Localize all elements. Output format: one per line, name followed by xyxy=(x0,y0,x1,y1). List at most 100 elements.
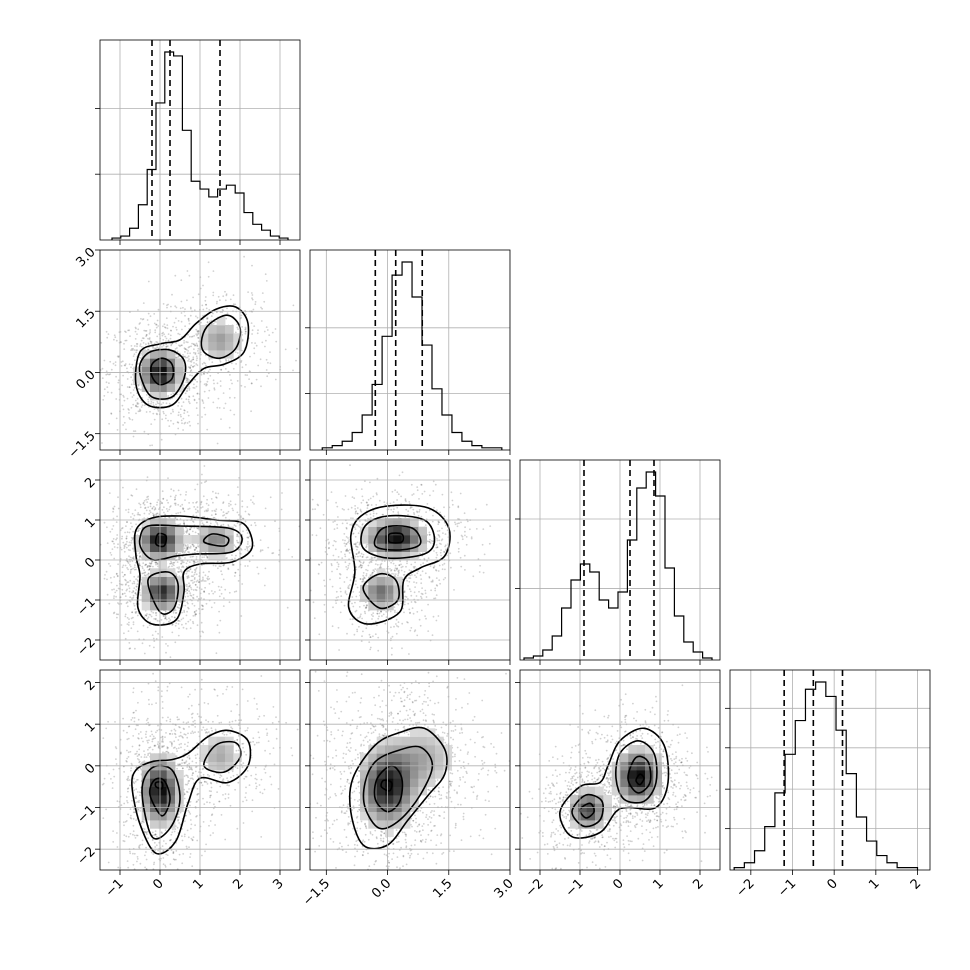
scatter-point xyxy=(193,577,196,579)
scatter-point xyxy=(169,495,172,498)
scatter-point xyxy=(354,511,357,513)
scatter-point xyxy=(172,422,175,425)
scatter-point xyxy=(437,523,440,526)
scatter-point xyxy=(147,572,150,575)
scatter-point xyxy=(219,619,222,622)
scatter-point xyxy=(193,581,196,583)
scatter-point xyxy=(197,511,199,513)
scatter-point xyxy=(441,538,444,541)
scatter-point xyxy=(466,520,469,523)
scatter-point xyxy=(188,358,190,360)
scatter-point xyxy=(115,572,118,575)
scatter-point xyxy=(241,517,244,520)
scatter-point xyxy=(112,538,115,540)
scatter-point xyxy=(240,316,243,319)
scatter-point xyxy=(190,345,192,348)
scatter-point xyxy=(161,490,164,493)
scatter-point xyxy=(142,302,145,304)
scatter-point xyxy=(194,614,196,617)
scatter-point xyxy=(382,513,384,516)
scatter-point xyxy=(432,514,434,517)
scatter-point xyxy=(230,362,233,365)
scatter-point xyxy=(200,506,202,509)
scatter-point xyxy=(137,575,140,578)
scatter-point xyxy=(195,609,198,612)
scatter-point xyxy=(225,557,227,560)
scatter-point xyxy=(434,597,437,600)
scatter-point xyxy=(103,577,106,580)
scatter-point xyxy=(137,309,139,311)
scatter-point xyxy=(196,392,199,395)
scatter-point xyxy=(201,363,204,365)
scatter-point xyxy=(192,545,195,548)
scatter-point xyxy=(365,606,368,609)
scatter-point xyxy=(274,328,277,330)
scatter-point xyxy=(220,368,222,371)
scatter-point xyxy=(194,352,197,354)
scatter-point xyxy=(134,359,136,362)
scatter-point xyxy=(414,586,416,588)
scatter-point xyxy=(172,747,175,749)
scatter-point xyxy=(108,562,110,565)
scatter-point xyxy=(138,513,140,516)
scatter-point xyxy=(190,335,193,338)
scatter-point xyxy=(156,504,158,506)
scatter-point xyxy=(175,356,178,359)
scatter-point xyxy=(259,539,262,541)
scatter-point xyxy=(200,501,203,504)
scatter-point xyxy=(250,410,253,413)
scatter-point xyxy=(157,347,160,350)
scatter-point xyxy=(190,575,193,577)
scatter-point xyxy=(398,569,400,572)
scatter-point xyxy=(145,498,148,501)
scatter-point xyxy=(413,513,416,516)
scatter-point xyxy=(180,742,182,745)
scatter-point xyxy=(125,558,128,560)
density-cell xyxy=(175,375,184,384)
scatter-point xyxy=(145,509,148,512)
scatter-point xyxy=(350,506,353,509)
scatter-point xyxy=(218,407,221,409)
scatter-point xyxy=(129,808,132,810)
panel-3-3-plot-area xyxy=(730,670,930,870)
scatter-point xyxy=(156,346,158,349)
scatter-point xyxy=(154,618,157,621)
scatter-point xyxy=(408,501,411,503)
scatter-point xyxy=(195,580,198,583)
scatter-point xyxy=(168,425,171,427)
scatter-point xyxy=(143,572,146,574)
scatter-point xyxy=(365,544,368,546)
scatter-point xyxy=(180,562,182,565)
scatter-point xyxy=(225,293,228,295)
scatter-point xyxy=(98,530,100,532)
scatter-point xyxy=(244,510,247,513)
scatter-point xyxy=(336,561,339,564)
scatter-point xyxy=(457,505,460,508)
scatter-point xyxy=(190,579,192,582)
scatter-point xyxy=(195,573,198,576)
scatter-point xyxy=(146,626,149,629)
scatter-point xyxy=(177,332,180,335)
scatter-point xyxy=(430,580,433,583)
scatter-point xyxy=(360,566,363,569)
scatter-point xyxy=(188,396,191,398)
contour-line xyxy=(373,525,422,551)
scatter-point xyxy=(227,568,230,571)
scatter-point xyxy=(196,527,199,530)
scatter-point xyxy=(124,578,126,581)
scatter-point xyxy=(147,495,150,498)
scatter-point xyxy=(126,616,129,619)
scatter-point xyxy=(154,347,157,350)
scatter-point xyxy=(101,377,104,380)
scatter-point xyxy=(390,508,393,511)
scatter-point xyxy=(148,396,151,399)
scatter-point xyxy=(434,483,437,486)
histogram-step xyxy=(733,681,919,870)
scatter-point xyxy=(205,502,208,505)
scatter-point xyxy=(157,325,159,327)
scatter-point xyxy=(234,331,237,334)
scatter-point xyxy=(202,608,204,610)
scatter-point xyxy=(394,567,397,570)
scatter-point xyxy=(358,566,360,568)
scatter-point xyxy=(435,569,438,572)
